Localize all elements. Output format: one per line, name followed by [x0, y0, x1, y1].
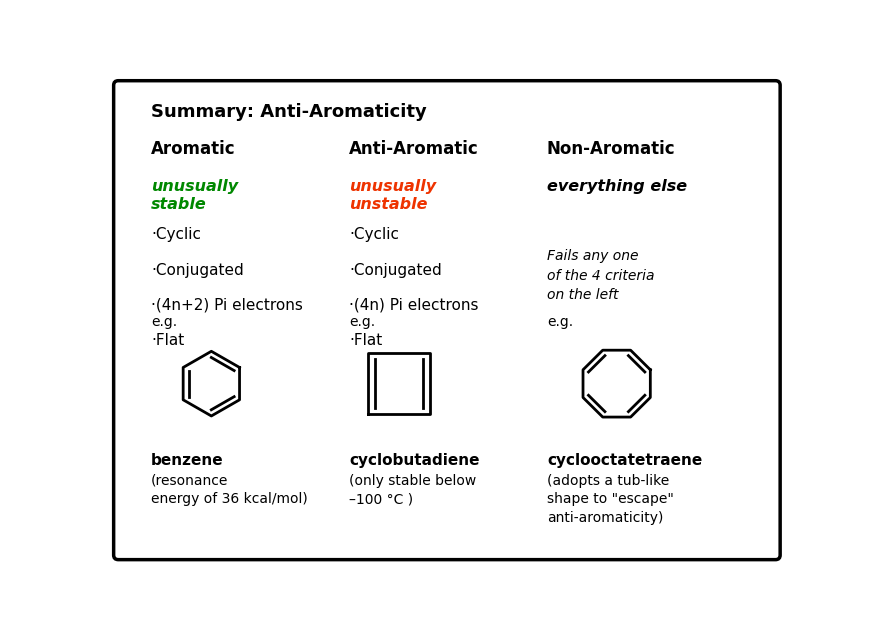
Text: Anti-Aromatic: Anti-Aromatic	[349, 139, 479, 157]
Text: everything else: everything else	[547, 179, 687, 193]
Text: e.g.: e.g.	[151, 315, 177, 329]
Text: (resonance
energy of 36 kcal/mol): (resonance energy of 36 kcal/mol)	[151, 474, 308, 507]
Text: (only stable below
–100 °C ): (only stable below –100 °C )	[349, 474, 476, 507]
Text: unusually
unstable: unusually unstable	[349, 179, 436, 212]
Text: Non-Aromatic: Non-Aromatic	[547, 139, 676, 157]
Text: Summary: Anti-Aromaticity: Summary: Anti-Aromaticity	[151, 103, 426, 121]
Text: ·(4n+2) Pi electrons: ·(4n+2) Pi electrons	[151, 298, 303, 313]
Text: ·Cyclic: ·Cyclic	[151, 228, 201, 242]
Text: ·Flat: ·Flat	[151, 333, 184, 348]
Text: benzene: benzene	[151, 453, 223, 468]
Text: ·Flat: ·Flat	[349, 333, 382, 348]
Text: cyclooctatetraene: cyclooctatetraene	[547, 453, 702, 468]
Text: e.g.: e.g.	[349, 315, 375, 329]
Text: ·(4n) Pi electrons: ·(4n) Pi electrons	[349, 298, 479, 313]
Text: ·Conjugated: ·Conjugated	[151, 262, 243, 278]
FancyBboxPatch shape	[113, 81, 780, 560]
Text: Fails any one
of the 4 criteria
on the left: Fails any one of the 4 criteria on the l…	[547, 249, 654, 302]
Text: (adopts a tub-like
shape to "escape"
anti-aromaticity): (adopts a tub-like shape to "escape" ant…	[547, 474, 674, 525]
Text: ·Conjugated: ·Conjugated	[349, 262, 441, 278]
Text: cyclobutadiene: cyclobutadiene	[349, 453, 480, 468]
Text: ·Cyclic: ·Cyclic	[349, 228, 399, 242]
Text: e.g.: e.g.	[547, 315, 573, 329]
Text: Aromatic: Aromatic	[151, 139, 235, 157]
Text: unusually
stable: unusually stable	[151, 179, 238, 212]
